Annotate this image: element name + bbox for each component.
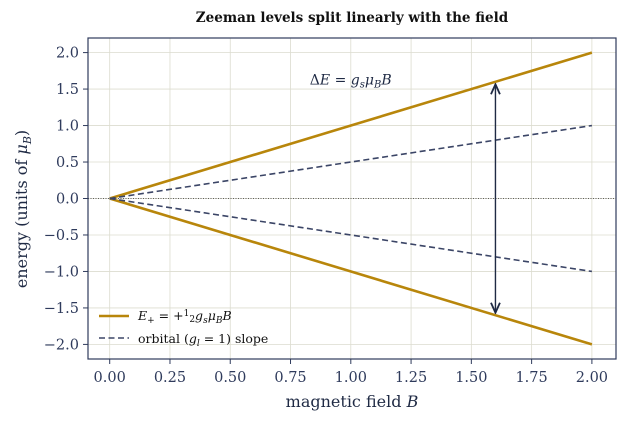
y-tick-label: 1.5 bbox=[56, 82, 79, 98]
legend-label-orbital: orbital (gl = 1) slope bbox=[138, 331, 268, 349]
y-tick-label: 0.0 bbox=[56, 192, 79, 208]
y-tick-label: 2.0 bbox=[56, 46, 79, 62]
x-tick-label: 2.00 bbox=[576, 370, 608, 386]
series-line-1 bbox=[109, 51, 593, 200]
x-axis-ticks: 0.00 0.25 0.50 0.75 1.00 1.25 1.50 1.75 2.00 bbox=[94, 359, 608, 386]
series-line-2 bbox=[109, 197, 593, 346]
x-tick-label: 0.75 bbox=[274, 370, 306, 386]
series-group bbox=[88, 51, 616, 346]
legend-label-zeeman: E+ = +12gsμBB bbox=[137, 308, 232, 326]
x-tick-label: 0.50 bbox=[214, 370, 246, 386]
x-tick-label: 1.75 bbox=[515, 370, 547, 386]
x-tick-label: 1.50 bbox=[455, 370, 487, 386]
x-axis-label: magnetic field B bbox=[286, 392, 419, 411]
delta-e-label: ΔE = gsμBB bbox=[310, 72, 392, 90]
x-tick-label: 1.00 bbox=[335, 370, 367, 386]
legend: E+ = +12gsμBB orbital (gl = 1) slope bbox=[99, 308, 268, 349]
y-tick-label: −2.0 bbox=[44, 337, 79, 353]
y-tick-label: 0.5 bbox=[56, 155, 79, 171]
x-tick-label: 0.00 bbox=[94, 370, 126, 386]
series-line-4 bbox=[109, 197, 593, 273]
chart-title: Zeeman levels split linearly with the fi… bbox=[196, 10, 509, 26]
y-tick-label: −1.5 bbox=[44, 301, 79, 317]
y-axis-label: energy (units of μB) bbox=[12, 130, 34, 288]
annotations-group: ΔE = gsμBB bbox=[310, 72, 496, 312]
y-tick-label: −1.0 bbox=[44, 264, 79, 280]
y-tick-label: −0.5 bbox=[44, 228, 79, 244]
y-tick-label: 1.0 bbox=[56, 119, 79, 135]
x-tick-label: 1.25 bbox=[395, 370, 427, 386]
series-line-3 bbox=[109, 124, 593, 200]
y-axis-ticks: 2.0 1.5 1.0 0.5 0.0 −0.5 −1.0 −1.5 −2.0 bbox=[44, 46, 88, 353]
x-tick-label: 0.25 bbox=[154, 370, 186, 386]
